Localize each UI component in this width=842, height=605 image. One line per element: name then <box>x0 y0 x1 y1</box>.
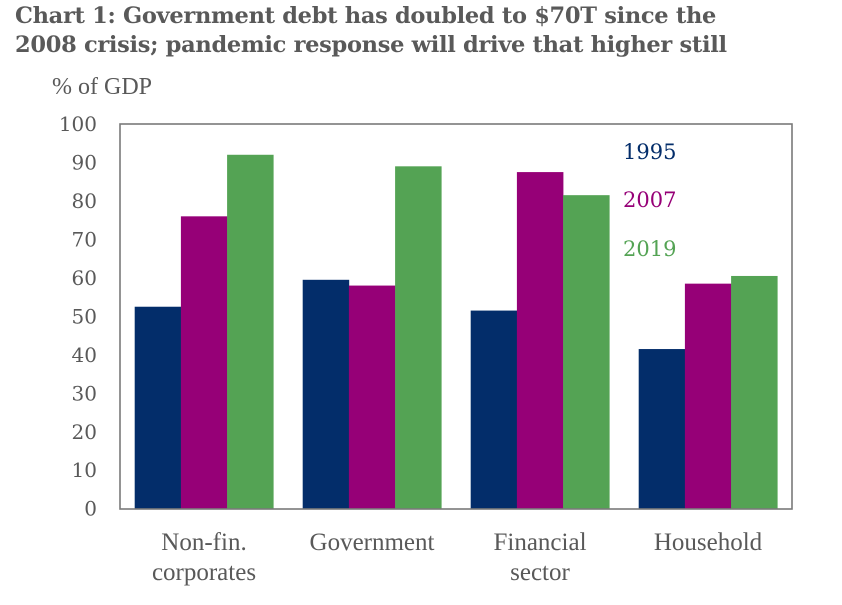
category-label: Government <box>310 529 435 556</box>
category-label: Non-fin. <box>161 529 246 556</box>
chart-title: Chart 1: Government debt has doubled to … <box>15 2 835 60</box>
bar-2007-2 <box>516 172 564 509</box>
y-tick-labels: 0 10 20 30 40 50 60 70 80 90 100 <box>59 112 97 521</box>
bar-2019-2 <box>563 195 610 509</box>
bar-2019-0 <box>227 154 274 509</box>
y-tick-label: 40 <box>72 343 97 367</box>
legend-entry-1995: 1995 <box>623 140 676 164</box>
legend: 1995 2007 2019 <box>623 140 676 261</box>
bar-1995-1 <box>302 279 350 509</box>
legend-entry-2019: 2019 <box>623 237 676 261</box>
y-axis-label: % of GDP <box>52 74 152 100</box>
y-tick-label: 30 <box>72 381 97 405</box>
category-label: corporates <box>152 559 256 586</box>
y-tick-label: 100 <box>59 112 97 136</box>
y-tick-label: 10 <box>72 458 97 482</box>
chart-title-line-2: 2008 crisis; pandemic response will driv… <box>15 32 727 58</box>
bar-2007-1 <box>348 285 396 509</box>
bar-2007-0 <box>180 216 228 509</box>
category-labels: Non-fin. corporates Government Financial sec… <box>152 529 763 586</box>
y-tick-label: 60 <box>72 266 97 290</box>
category-label: sector <box>510 559 570 586</box>
y-tick-label: 90 <box>72 150 97 174</box>
y-tick-label: 20 <box>72 420 97 444</box>
bars <box>134 154 778 509</box>
chart-title-line-1: Chart 1: Government debt has doubled to … <box>15 3 717 29</box>
bar-1995-0 <box>134 306 182 509</box>
bar-2019-3 <box>731 275 778 509</box>
bar-1995-2 <box>470 310 518 509</box>
y-tick-label: 80 <box>72 189 97 213</box>
y-tick-label: 0 <box>84 497 97 521</box>
bar-2019-1 <box>395 166 442 509</box>
bar-2007-3 <box>684 283 732 509</box>
category-label: Financial <box>493 529 586 556</box>
category-label: Household <box>654 529 763 556</box>
bar-1995-3 <box>638 349 686 509</box>
y-tick-label: 70 <box>72 227 97 251</box>
legend-entry-2007: 2007 <box>623 188 676 212</box>
y-tick-label: 50 <box>72 304 97 328</box>
plot-area-border <box>119 123 793 510</box>
